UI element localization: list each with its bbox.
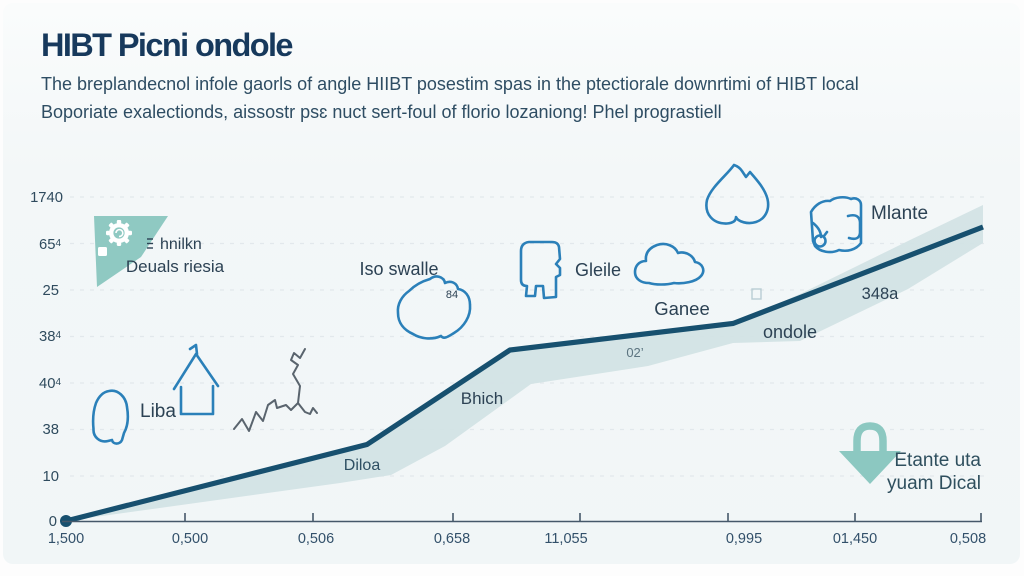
svg-text:Mlante: Mlante	[871, 203, 928, 224]
svg-text:348a: 348a	[862, 285, 900, 303]
svg-text:0: 0	[49, 514, 57, 530]
svg-text:38: 38	[43, 422, 59, 438]
svg-text:0,995: 0,995	[726, 531, 762, 547]
svg-text:1,500: 1,500	[48, 531, 84, 547]
svg-text:Gleile: Gleile	[575, 260, 621, 280]
svg-text:0,658: 0,658	[434, 531, 470, 547]
svg-text:84: 84	[446, 289, 458, 301]
svg-text:Ganee: Ganee	[654, 298, 710, 319]
svg-text:404: 404	[39, 376, 61, 392]
svg-text:ondole: ondole	[763, 322, 817, 342]
svg-text:Diloa: Diloa	[344, 457, 381, 474]
svg-text:0,506: 0,506	[298, 531, 334, 547]
svg-text:25: 25	[43, 283, 59, 299]
svg-text:1740: 1740	[30, 190, 63, 206]
svg-text:Etante uta: Etante uta	[894, 450, 981, 471]
svg-text:0,500: 0,500	[172, 531, 208, 547]
svg-text:Deuals riesia: Deuals riesia	[126, 257, 225, 276]
svg-text:10: 10	[43, 469, 59, 485]
svg-text:hnilkn: hnilkn	[160, 236, 202, 253]
svg-text:02’: 02’	[626, 345, 643, 360]
svg-text:384: 384	[39, 329, 61, 345]
svg-text:Iso swalle: Iso swalle	[359, 259, 438, 279]
svg-text:yuam Dical: yuam Dical	[887, 473, 981, 494]
svg-text:Bhich: Bhich	[461, 389, 504, 408]
svg-text:654: 654	[39, 237, 61, 253]
svg-text:0,508: 0,508	[950, 531, 986, 547]
svg-text:01,450: 01,450	[833, 531, 877, 547]
svg-text:Liba: Liba	[140, 401, 176, 422]
svg-text:11,055: 11,055	[544, 531, 587, 547]
